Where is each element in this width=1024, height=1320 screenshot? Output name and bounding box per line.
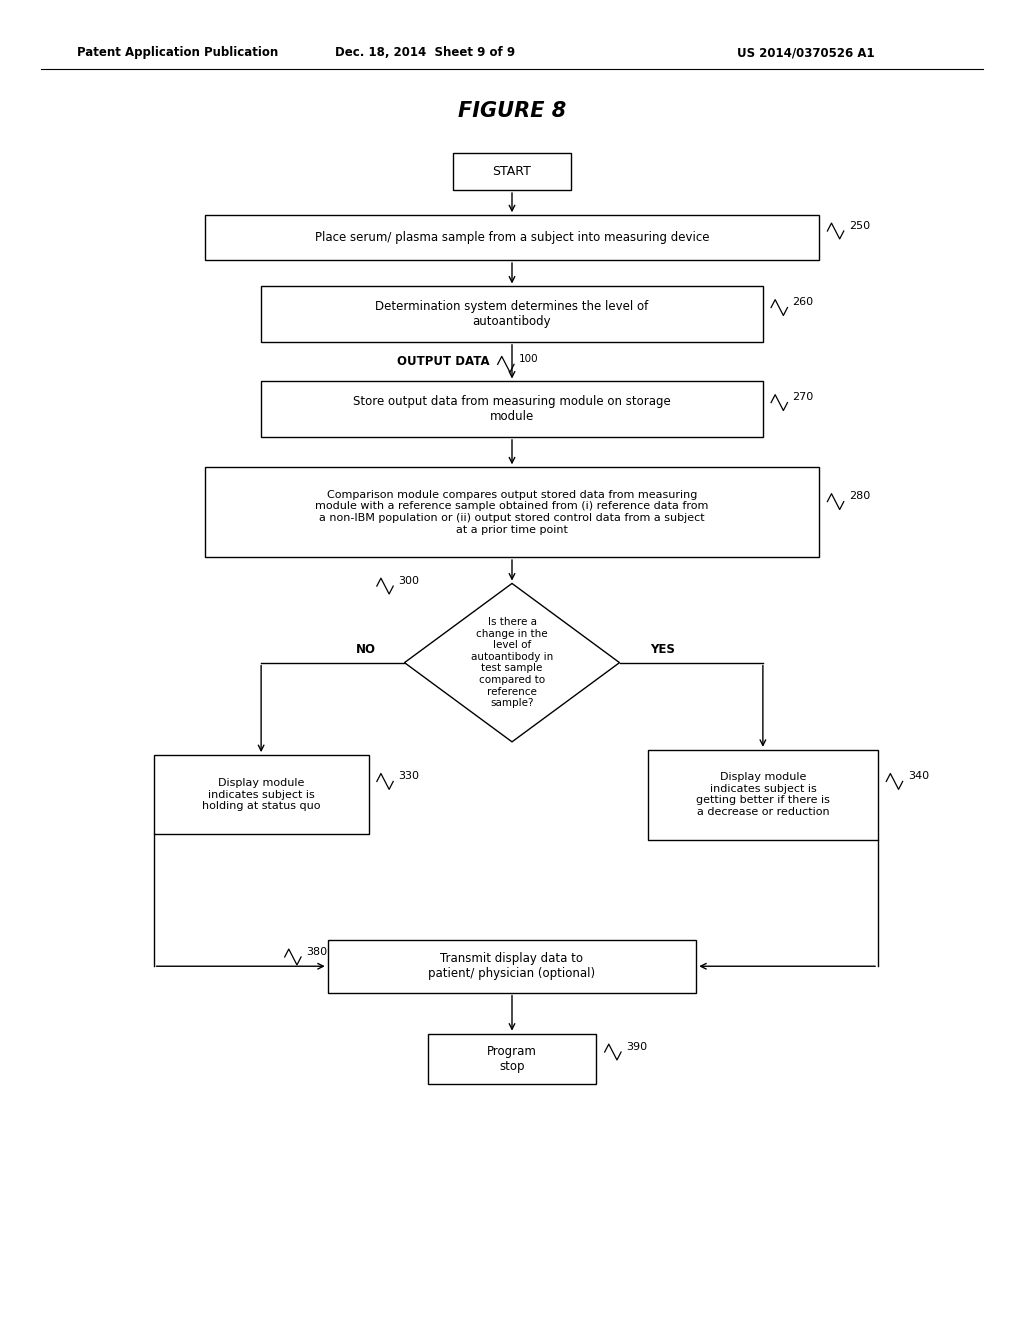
FancyBboxPatch shape [428,1034,596,1084]
Polygon shape [404,583,620,742]
Text: 280: 280 [849,491,870,502]
FancyBboxPatch shape [261,381,763,437]
Text: Display module
indicates subject is
getting better if there is
a decrease or red: Display module indicates subject is gett… [696,772,829,817]
Text: NO: NO [355,643,376,656]
Text: Display module
indicates subject is
holding at status quo: Display module indicates subject is hold… [202,777,321,812]
FancyBboxPatch shape [328,940,696,993]
Text: OUTPUT DATA: OUTPUT DATA [397,355,489,368]
FancyBboxPatch shape [205,215,819,260]
Text: YES: YES [650,643,675,656]
Text: START: START [493,165,531,178]
Text: 270: 270 [793,392,814,403]
Text: Comparison module compares output stored data from measuring
module with a refer: Comparison module compares output stored… [315,490,709,535]
Text: Dec. 18, 2014  Sheet 9 of 9: Dec. 18, 2014 Sheet 9 of 9 [335,46,515,59]
FancyBboxPatch shape [647,750,878,840]
FancyBboxPatch shape [205,467,819,557]
Text: FIGURE 8: FIGURE 8 [458,100,566,121]
Text: 300: 300 [398,576,420,586]
Text: 390: 390 [627,1041,647,1052]
Text: 340: 340 [908,771,929,781]
FancyBboxPatch shape [154,755,369,834]
Text: Store output data from measuring module on storage
module: Store output data from measuring module … [353,395,671,424]
Text: Determination system determines the level of
autoantibody: Determination system determines the leve… [376,300,648,329]
Text: Is there a
change in the
level of
autoantibody in
test sample
compared to
refere: Is there a change in the level of autoan… [471,616,553,709]
Text: 330: 330 [398,771,420,781]
FancyBboxPatch shape [261,286,763,342]
Text: US 2014/0370526 A1: US 2014/0370526 A1 [737,46,874,59]
Text: 250: 250 [849,220,870,231]
Text: 260: 260 [793,297,814,308]
Text: 100: 100 [519,354,539,364]
Text: Program
stop: Program stop [487,1044,537,1073]
FancyBboxPatch shape [453,153,571,190]
Text: Patent Application Publication: Patent Application Publication [77,46,279,59]
Text: Place serum/ plasma sample from a subject into measuring device: Place serum/ plasma sample from a subjec… [314,231,710,244]
Text: 380: 380 [306,946,328,957]
Text: Transmit display data to
patient/ physician (optional): Transmit display data to patient/ physic… [428,952,596,981]
